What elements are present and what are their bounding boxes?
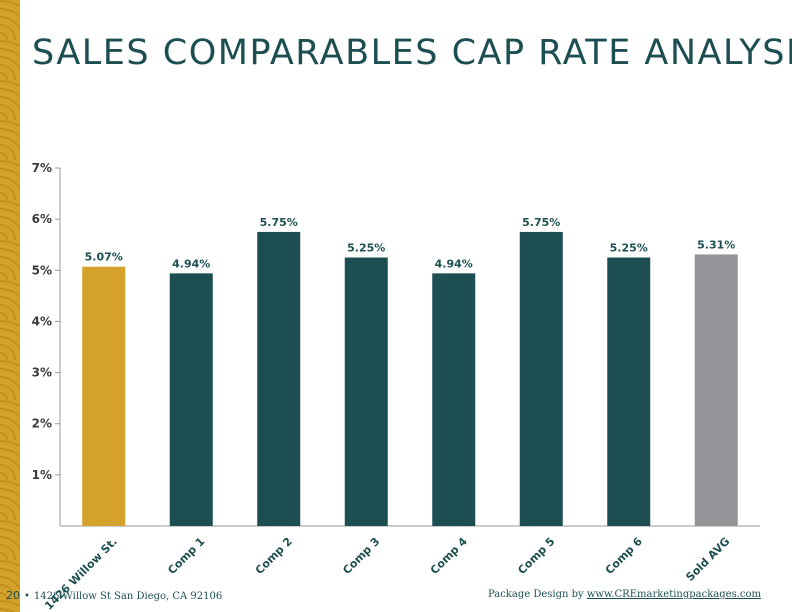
- x-category-label: Comp 2: [253, 535, 295, 577]
- x-category-label: Comp 1: [165, 535, 207, 577]
- x-category-label: Comp 5: [515, 535, 557, 577]
- x-category-label: Comp 6: [603, 535, 645, 577]
- credit-prefix: Package Design by: [487, 589, 587, 600]
- y-tick-label: 7%: [32, 161, 52, 175]
- y-tick-label: 5%: [32, 263, 52, 277]
- x-category-label: Comp 4: [428, 535, 470, 577]
- y-tick-label: 1%: [32, 468, 52, 482]
- bar-comp-5: [519, 231, 563, 526]
- page-title: SALES COMPARABLES CAP RATE ANALYSIS: [32, 33, 792, 73]
- bar-comp-1: [169, 273, 213, 526]
- y-tick-label: 3%: [32, 366, 52, 380]
- bar-comp-6: [607, 257, 651, 526]
- decorative-side-strip: [0, 0, 20, 612]
- bar-value-label: 4.94%: [435, 257, 473, 270]
- chart-bars: [82, 231, 738, 526]
- page-number: 20: [6, 589, 20, 602]
- bar-value-label: 5.75%: [260, 216, 298, 229]
- bar-comp-3: [344, 257, 388, 526]
- bar-value-label: 5.07%: [85, 251, 123, 264]
- bar-comp-4: [432, 273, 476, 526]
- footer-left: 20 • 1426 Willow St San Diego, CA 92106: [6, 589, 222, 602]
- bar-value-label: 4.94%: [172, 257, 210, 270]
- bar-value-label: 5.31%: [697, 238, 735, 251]
- bullet-icon: •: [24, 591, 30, 602]
- bar-comp-2: [257, 231, 301, 526]
- bar-value-label: 5.75%: [522, 216, 560, 229]
- bar-1426-willow-st: [82, 266, 126, 526]
- x-category-label: Sold AVG: [683, 535, 732, 584]
- bar-value-label: 5.25%: [347, 242, 385, 255]
- bar-value-label: 5.25%: [610, 242, 648, 255]
- y-tick-label: 2%: [32, 417, 52, 431]
- x-category-label: Comp 3: [340, 535, 382, 577]
- property-address: 1426 Willow St San Diego, CA 92106: [33, 591, 223, 602]
- credit-link[interactable]: www.CREmarketingpackages.com: [586, 589, 761, 600]
- footer-right: Package Design by www.CREmarketingpackag…: [488, 589, 761, 600]
- chart-axes: 1% 2% 3% 4% 5% 6% 7%: [32, 161, 760, 527]
- y-tick-label: 4%: [32, 314, 52, 328]
- bar-sold-avg: [694, 254, 738, 526]
- y-tick-label: 6%: [32, 212, 52, 226]
